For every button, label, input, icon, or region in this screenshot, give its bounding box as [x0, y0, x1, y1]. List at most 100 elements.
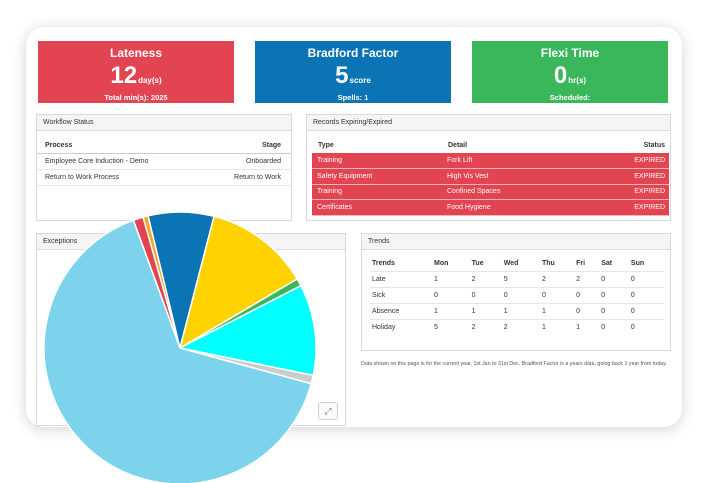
workflow-header-stage: Stage [197, 137, 291, 154]
record-type: Training [312, 184, 442, 200]
table-row[interactable]: Training Fork Lift EXPIRED [312, 153, 669, 169]
trend-value: 0 [539, 287, 575, 304]
bradford-factor-tile[interactable]: Bradford Factor 5score Spells: 1 [255, 41, 451, 103]
record-type: Training [312, 153, 442, 169]
lateness-tile[interactable]: Lateness 12day(s) Total min(s): 2025 [38, 41, 234, 103]
data-footnote: Data shown on this page is for the curre… [361, 361, 667, 367]
trend-value: 1 [432, 303, 470, 320]
expand-chart-button[interactable]: ⤢ [318, 402, 338, 420]
trend-value: 0 [628, 271, 664, 288]
lateness-value: 12 [110, 62, 138, 89]
table-row[interactable]: Employee Core Induction - Demo Onboarded [37, 153, 291, 170]
trends-header-fri: Fri [576, 260, 586, 267]
trend-label: Holiday [370, 319, 432, 336]
workflow-table: Process Stage Employee Core Induction - … [37, 137, 291, 186]
workflow-process: Return to Work Process [37, 169, 198, 186]
trend-value: 0 [599, 303, 629, 320]
flexi-value: 0 [553, 62, 568, 89]
lateness-unit: day(s) [138, 76, 162, 85]
record-detail: Confined Spaces [442, 184, 578, 200]
record-status: EXPIRED [577, 168, 669, 185]
trends-header: Trends [372, 260, 395, 267]
pie-slice[interactable] [177, 284, 317, 377]
table-row[interactable]: Return to Work Process Return to Work [37, 169, 291, 186]
trends-header-sun: Sun [630, 260, 645, 267]
trends-header-sat: Sat [601, 260, 613, 267]
bradford-value: 5 [335, 62, 349, 89]
workflow-header-process: Process [37, 137, 198, 154]
trend-value: 0 [574, 303, 600, 320]
table-row[interactable]: Training Confined Spaces EXPIRED [312, 184, 669, 200]
trend-value: 1 [574, 319, 600, 336]
table-row[interactable]: Certificates Food Hygiene EXPIRED [312, 199, 669, 216]
table-row[interactable]: Holiday 5 2 2 1 1 0 0 [370, 319, 664, 336]
trend-value: 1 [469, 303, 502, 320]
trend-value: 0 [628, 287, 664, 304]
trend-value: 0 [628, 303, 664, 320]
records-header-type: Type [318, 142, 334, 149]
workflow-stage: Onboarded [197, 153, 291, 170]
flexi-title: Flexi Time [540, 46, 600, 60]
trend-value: 0 [599, 287, 629, 304]
workflow-process: Employee Core Induction - Demo [37, 153, 198, 170]
flexi-scheduled: Scheduled: [549, 93, 591, 102]
record-type: Certificates [312, 199, 442, 216]
workflow-status-title: Workflow Status [37, 115, 291, 131]
trend-value: 1 [501, 303, 540, 320]
trend-label: Sick [370, 287, 432, 304]
table-row[interactable]: Absence 1 1 1 1 0 0 0 [370, 303, 664, 320]
records-header-detail: Detail [448, 142, 468, 149]
trend-value: 2 [469, 271, 502, 288]
records-table: Type Detail Status Training Fork Lift EX… [312, 137, 669, 216]
trend-label: Absence [370, 303, 432, 320]
bradford-spells: Spells: 1 [337, 93, 369, 102]
trend-value: 0 [574, 287, 600, 304]
exceptions-pie-chart [43, 211, 317, 483]
trends-panel: Trends Trends Mon Tue Wed Thu Fri Sat Su… [361, 233, 671, 351]
flexi-unit: hr(s) [568, 76, 587, 85]
trend-value: 2 [574, 271, 600, 288]
record-detail: Fork Lift [442, 153, 578, 169]
bradford-title: Bradford Factor [307, 46, 399, 60]
trends-header-thu: Thu [541, 260, 555, 267]
lateness-title: Lateness [109, 46, 163, 60]
records-header-status: Status [643, 142, 665, 149]
bradford-unit: score [349, 76, 371, 85]
trend-value: 2 [469, 319, 502, 336]
workflow-stage: Return to Work [197, 169, 291, 186]
table-row[interactable]: Late 1 2 5 2 2 0 0 [370, 271, 664, 288]
record-detail: High Vis Vest [442, 168, 578, 185]
table-row[interactable]: Sick 0 0 0 0 0 0 0 [370, 287, 664, 304]
flexi-time-tile[interactable]: Flexi Time 0hr(s) Scheduled: [472, 41, 668, 103]
workflow-status-panel: Workflow Status Process Stage Employee C… [36, 114, 292, 221]
record-type: Safety Equipment [312, 168, 442, 185]
trends-header-tue: Tue [471, 260, 484, 267]
records-expiring-panel: Records Expiring/Expired Type Detail Sta… [306, 114, 671, 221]
lateness-total: Total min(s): 2025 [104, 93, 168, 102]
trend-value: 0 [599, 319, 629, 336]
trend-value: 2 [501, 319, 540, 336]
trends-header-mon: Mon [434, 260, 449, 267]
expand-icon: ⤢ [324, 406, 332, 416]
records-expiring-title: Records Expiring/Expired [307, 115, 670, 131]
trends-table: Trends Mon Tue Wed Thu Fri Sat Sun Late 1… [370, 255, 664, 336]
trend-value: 5 [432, 319, 470, 336]
trend-value: 0 [469, 287, 502, 304]
table-row[interactable]: Safety Equipment High Vis Vest EXPIRED [312, 168, 669, 185]
trends-header-wed: Wed [503, 260, 519, 267]
trend-label: Late [370, 271, 432, 288]
trend-value: 0 [501, 287, 540, 304]
trend-value: 1 [432, 271, 470, 288]
record-detail: Food Hygiene [442, 199, 578, 216]
pie-slice[interactable] [43, 219, 313, 483]
pie-slice[interactable] [178, 215, 299, 350]
record-status: EXPIRED [577, 199, 669, 216]
trend-value: 0 [599, 271, 629, 288]
trend-value: 0 [628, 319, 664, 336]
record-status: EXPIRED [577, 153, 669, 169]
trend-value: 5 [501, 271, 540, 288]
trend-value: 2 [539, 271, 575, 288]
trend-value: 0 [432, 287, 470, 304]
record-status: EXPIRED [577, 184, 669, 200]
trend-value: 1 [539, 319, 575, 336]
